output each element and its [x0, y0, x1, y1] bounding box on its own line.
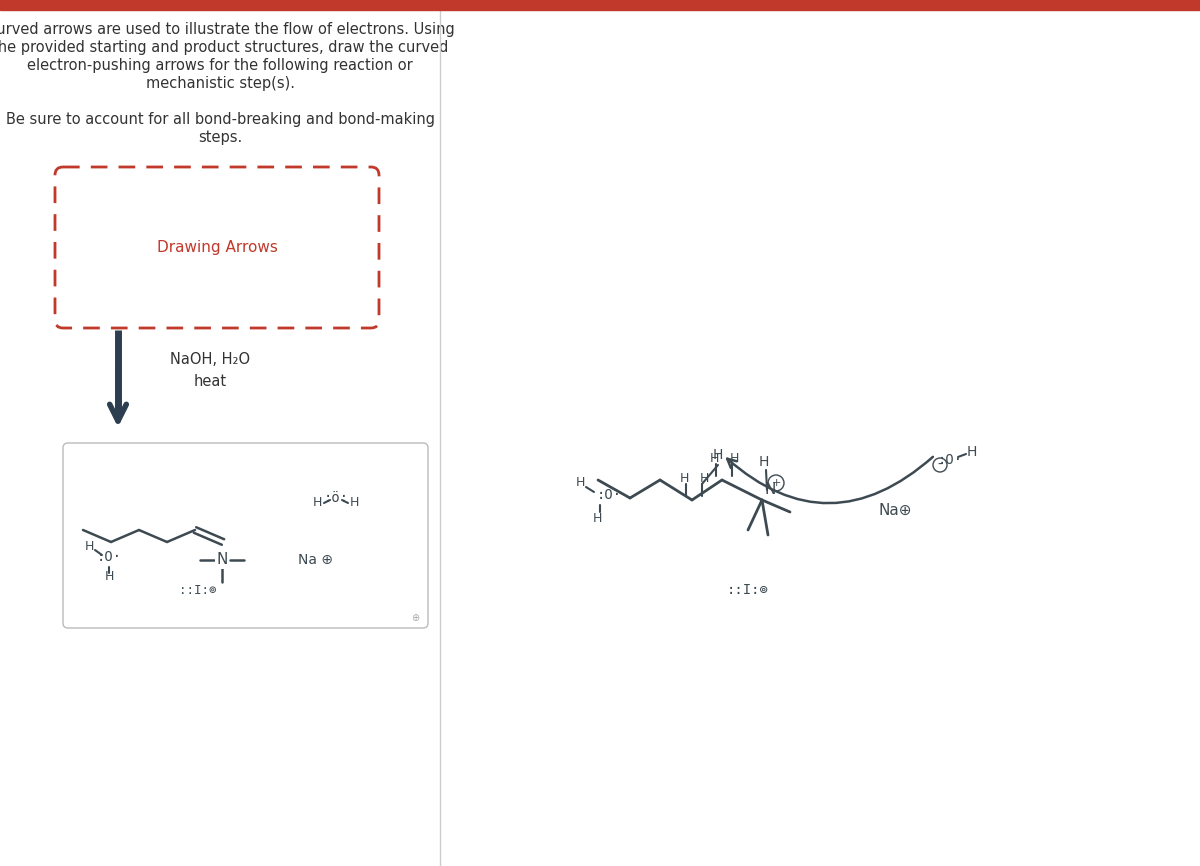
Text: the provided starting and product structures, draw the curved: the provided starting and product struct…	[0, 40, 448, 55]
Text: H: H	[679, 471, 689, 484]
Text: H: H	[575, 475, 584, 488]
Text: H: H	[104, 571, 114, 584]
Text: NaOH, H₂O: NaOH, H₂O	[170, 352, 250, 367]
Text: :O·: :O·	[937, 453, 962, 467]
Text: steps.: steps.	[198, 130, 242, 145]
Text: :ö:: :ö:	[324, 491, 348, 505]
Text: Na⊕: Na⊕	[878, 502, 912, 518]
Text: ::I:⊚: ::I:⊚	[727, 583, 769, 597]
Text: Drawing Arrows: Drawing Arrows	[156, 240, 277, 255]
Text: mechanistic step(s).: mechanistic step(s).	[145, 76, 294, 91]
Text: :O·: :O·	[598, 488, 622, 502]
Text: Be sure to account for all bond-breaking and bond-making: Be sure to account for all bond-breaking…	[6, 112, 434, 127]
Text: H: H	[730, 451, 739, 464]
Text: -: -	[937, 458, 942, 472]
Text: H: H	[709, 451, 719, 464]
Text: N: N	[764, 482, 775, 497]
Text: heat: heat	[193, 374, 227, 390]
Text: H: H	[713, 448, 724, 462]
Text: H: H	[700, 471, 709, 484]
Text: H: H	[350, 496, 359, 509]
Text: H: H	[84, 540, 94, 553]
Text: H: H	[593, 512, 601, 525]
Text: Curved arrows are used to illustrate the flow of electrons. Using: Curved arrows are used to illustrate the…	[0, 22, 455, 37]
Text: electron-pushing arrows for the following reaction or: electron-pushing arrows for the followin…	[28, 58, 413, 73]
Text: H: H	[758, 455, 769, 469]
Text: +: +	[772, 478, 781, 488]
Text: N: N	[216, 553, 228, 567]
Text: H: H	[313, 496, 322, 509]
Text: ⊕: ⊕	[410, 613, 419, 623]
Text: H: H	[967, 445, 977, 459]
Text: :O·: :O·	[96, 550, 121, 564]
Text: Na ⊕: Na ⊕	[298, 553, 332, 567]
Bar	[0, 0, 1200, 10]
Text: ::I:⊚: ::I:⊚	[179, 584, 217, 597]
